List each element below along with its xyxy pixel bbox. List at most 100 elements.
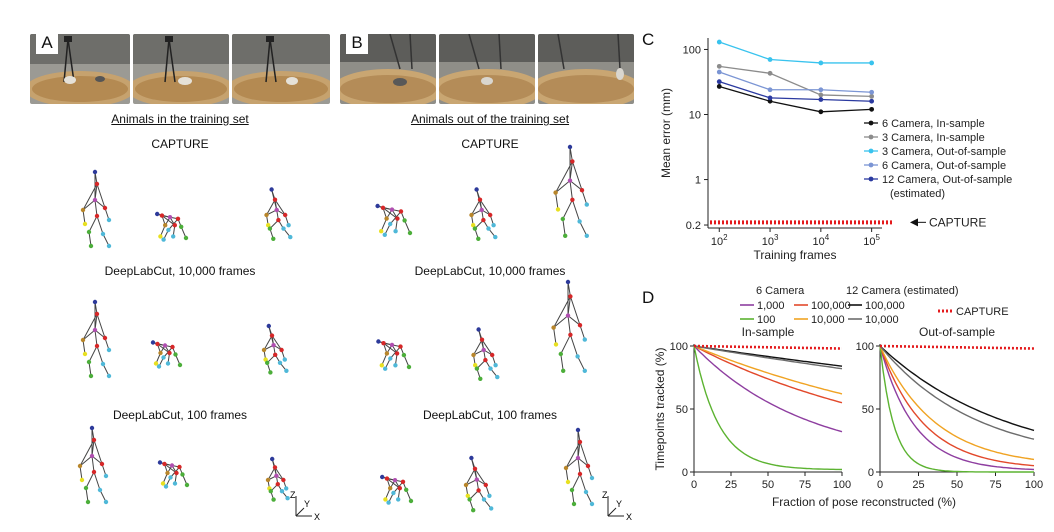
series-line [693,345,843,404]
photo-a2 [133,34,229,104]
series-point [716,39,722,45]
skeleton-bone [479,199,491,216]
series-line [693,345,843,395]
skeleton-joint [565,279,571,285]
skeleton-bone [565,457,579,469]
panel-letter-c: C [642,30,655,49]
subplot-title: In-sample [742,325,795,339]
skeleton-joint [388,356,393,361]
skeleton-bone [404,220,411,234]
skeleton-joint [177,362,183,368]
x-axis-title: Training frames [754,248,837,262]
skeleton-joint [163,223,168,228]
skeleton-joint [173,352,178,357]
skeleton-figures [77,144,595,513]
skeleton-joint [94,213,100,219]
skeleton-joint [94,311,100,317]
skeleton-joint [483,357,488,363]
skeleton-joint [268,489,273,494]
skeleton-figure [77,425,109,505]
skeleton-joint [575,354,580,359]
series-point [716,63,722,69]
skeleton-bone [562,218,566,236]
skeleton-joint [379,229,384,234]
skeleton-joint [380,205,386,210]
skeleton-joint [467,497,472,502]
skeleton-figure [376,339,412,371]
skeleton-joint [286,223,291,228]
skeleton-joint [477,197,483,202]
skeleton-bone [465,468,476,486]
skeleton-joint [283,212,288,218]
skeleton-bone [474,468,487,486]
skeleton-figure [80,299,112,379]
skeleton-joint [80,337,86,343]
skeleton-joint [474,477,479,482]
skeleton-joint [568,332,573,337]
skeleton-bone [581,190,588,205]
series-point [818,60,824,66]
skeleton-joint [493,363,498,368]
skeleton-joint [571,501,577,507]
skeleton-joint [490,352,495,358]
skeleton-bone [577,457,581,475]
series-point [869,60,875,66]
skeleton-bone [93,439,103,465]
skeleton-joint [269,187,274,192]
skeleton-joint [82,351,88,357]
skeleton-joint [388,486,393,491]
series-line [719,65,872,98]
skeleton-joint [88,243,94,249]
skeleton-bone [79,455,93,467]
skeleton-joint [91,469,97,475]
skeleton-joint [481,497,487,502]
chart-mean-error: 100 10 1 0.2 102 103 104 105 Training frames Mean… [659,38,1012,262]
skeleton-joint [174,470,179,476]
skeleton-joint [582,337,587,342]
series-point [869,98,875,104]
arena-photo [133,34,229,104]
skeleton-bone [380,218,388,232]
skeleton-joint [563,465,569,471]
skeleton-bone [471,199,481,216]
skeleton-joint [266,323,271,329]
axis-z-label: Z [602,490,608,500]
skeleton-joint [408,498,414,504]
skeleton-joint [167,215,173,220]
skeleton-joint [274,473,279,478]
skeleton-joint [472,226,478,231]
skeleton-joint [103,473,109,479]
skeleton-joint [83,485,89,491]
skeleton-joint [491,223,496,228]
skeleton-joint [77,463,83,469]
axis-z-label: Z [290,490,296,500]
legend-entry: 1,000 [757,300,785,312]
skeleton-joint [565,313,571,318]
skeleton-joint [281,226,286,231]
skeleton-joint [471,223,476,228]
series-line [879,345,1035,467]
skeleton-joint [384,476,390,481]
skeleton-joint [79,477,85,483]
skeleton-joint [261,347,267,353]
skeleton-joint [272,197,278,202]
legend-entry: 100,000 [811,300,851,312]
series-line [693,345,843,370]
panel-a-row2-title: DeepLabCut, 10,000 frames [104,264,256,278]
skeleton-bone [571,161,583,191]
skeleton-bone [555,180,571,193]
y-tick-label: 1 [695,175,701,187]
axis-y-label: Y [616,499,622,509]
skeleton-joint [488,212,493,218]
series-point [767,98,773,104]
skeleton-joint [271,236,276,241]
skeleton-bone [569,334,579,357]
skeleton-joint [85,499,91,505]
skeleton-joint [153,361,159,366]
skeleton-joint [94,181,100,187]
arena-photo [538,34,634,104]
y-tick-label: 0 [868,467,874,479]
arena-photo [232,34,330,104]
skeleton-bone [88,345,98,363]
skeleton-joint [271,497,276,502]
